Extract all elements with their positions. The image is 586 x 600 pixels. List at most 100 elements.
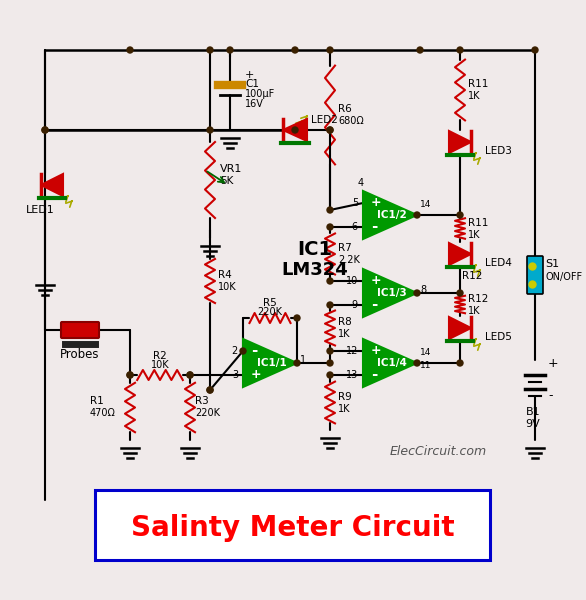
Text: 4: 4 [358,178,364,188]
Circle shape [414,212,420,218]
Circle shape [414,360,420,366]
Circle shape [207,387,213,393]
Text: 6: 6 [352,222,358,232]
Circle shape [42,127,48,133]
Circle shape [532,47,538,53]
Text: 680Ω: 680Ω [338,116,364,126]
Text: R9: R9 [338,391,352,401]
Text: LM324: LM324 [282,261,348,279]
Text: +: + [245,70,254,80]
Text: R2: R2 [153,351,167,361]
Text: 1K: 1K [468,91,481,101]
Text: IC1/1: IC1/1 [257,358,287,368]
Circle shape [327,127,333,133]
Circle shape [294,315,300,321]
Text: -: - [251,343,257,358]
Circle shape [187,372,193,378]
Text: ElecCircuit.com: ElecCircuit.com [390,445,487,458]
Text: 1K: 1K [338,403,350,413]
Text: +: + [371,275,381,287]
Circle shape [292,47,298,53]
Text: 2: 2 [231,346,238,356]
Text: 5K: 5K [220,176,233,186]
Circle shape [240,348,246,354]
Text: Probes: Probes [60,348,100,361]
Polygon shape [449,243,471,265]
Text: IC1/3: IC1/3 [377,288,407,298]
Text: R5: R5 [263,298,277,308]
Text: 9V: 9V [526,419,540,429]
Circle shape [457,47,463,53]
Text: R7: R7 [338,243,352,253]
Circle shape [327,207,333,213]
Text: 1K: 1K [468,305,481,316]
Polygon shape [363,269,417,317]
Text: 5: 5 [352,198,358,208]
Text: LED2: LED2 [311,115,338,125]
Circle shape [414,290,420,296]
Circle shape [42,127,48,133]
Text: R4: R4 [218,270,231,280]
Text: -: - [371,367,377,383]
Text: 10K: 10K [218,282,237,292]
FancyBboxPatch shape [527,256,543,294]
Text: R3: R3 [195,397,209,407]
Text: LED3: LED3 [485,146,512,156]
Text: 1K: 1K [468,229,481,239]
Text: LED5: LED5 [485,332,512,342]
Text: R6: R6 [338,104,352,114]
Circle shape [457,360,463,366]
Polygon shape [449,131,471,153]
Polygon shape [363,339,417,387]
Text: 2.2K: 2.2K [338,255,360,265]
Text: Salinty Meter Circuit: Salinty Meter Circuit [131,514,455,542]
Text: +: + [371,196,381,209]
Circle shape [457,212,463,218]
Text: R1: R1 [90,397,104,407]
Circle shape [294,360,300,366]
Text: LED1: LED1 [26,205,54,215]
Text: 12: 12 [346,346,358,356]
Text: 470Ω: 470Ω [90,409,116,419]
Circle shape [327,372,333,378]
Text: 1K: 1K [338,329,350,339]
Polygon shape [243,339,297,387]
Text: +: + [371,344,381,358]
Polygon shape [41,174,63,196]
Polygon shape [363,191,417,239]
Text: 220K: 220K [195,409,220,419]
Circle shape [127,47,133,53]
Text: 16V: 16V [245,99,264,109]
Text: -: - [548,389,553,402]
Text: ON/OFF: ON/OFF [545,272,582,282]
Text: LED4: LED4 [485,258,512,268]
Text: R11: R11 [468,217,488,227]
Text: 100µF: 100µF [245,89,275,99]
Text: 8: 8 [420,285,426,295]
Circle shape [127,372,133,378]
Text: C1: C1 [245,79,259,89]
Text: IC1/2: IC1/2 [377,210,407,220]
Circle shape [327,224,333,230]
Circle shape [227,47,233,53]
Text: 10: 10 [346,276,358,286]
Text: -: - [371,220,377,235]
Text: B1: B1 [526,407,540,417]
Circle shape [327,47,333,53]
Circle shape [127,372,133,378]
FancyBboxPatch shape [61,322,99,338]
Text: 14: 14 [420,200,431,209]
FancyBboxPatch shape [95,490,490,560]
Text: R11: R11 [468,79,488,89]
Text: 13: 13 [346,370,358,380]
Text: -: - [371,298,377,313]
Circle shape [457,290,463,296]
Text: 11: 11 [420,361,431,370]
Text: 1: 1 [300,355,306,365]
Text: 10K: 10K [151,360,169,370]
Text: +: + [251,368,261,382]
Circle shape [207,127,213,133]
Circle shape [327,127,333,133]
Circle shape [327,360,333,366]
Circle shape [327,302,333,308]
